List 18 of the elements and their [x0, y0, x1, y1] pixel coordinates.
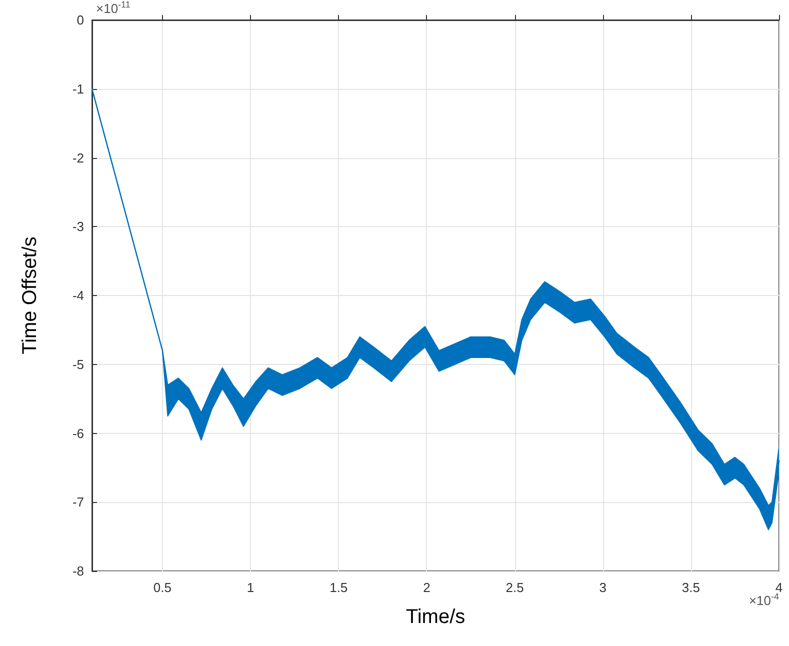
x-axis-title: Time/s	[406, 606, 466, 628]
x-tick-label: 2.5	[506, 580, 524, 595]
y-tick-label: -4	[72, 288, 84, 303]
y-tick-label: -2	[72, 150, 84, 166]
x-tick-label: 1	[246, 580, 254, 595]
x-tick-label: 1.5	[330, 580, 348, 595]
x-tick-label: 3	[599, 580, 606, 595]
y-tick-label: -5	[72, 356, 84, 372]
y-tick-label: 0	[76, 12, 84, 28]
y-tick-label: -6	[72, 426, 84, 441]
y-tick-label: -7	[72, 494, 84, 510]
y-tick-label: -8	[72, 564, 84, 578]
x-tick-label: 3.5	[682, 580, 700, 595]
x-tick-label: 0.5	[153, 580, 172, 595]
y-axis-title: Time Offset/s	[19, 236, 41, 354]
y-tick-label: -1	[72, 81, 84, 96]
x-tick-label: 2	[423, 580, 430, 595]
y-tick-label: -3	[72, 219, 84, 234]
